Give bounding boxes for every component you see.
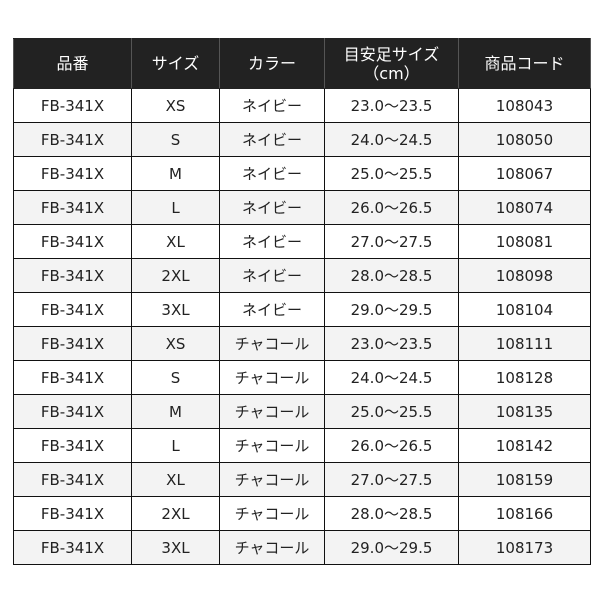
cell-product-code: 108050	[458, 122, 591, 157]
cell-color: ネイビー	[219, 224, 325, 259]
cell-color: チャコール	[219, 530, 325, 565]
cell-foot-size: 28.0〜28.5	[324, 496, 459, 531]
cell-size: M	[131, 156, 220, 191]
cell-foot-size: 24.0〜24.5	[324, 360, 459, 395]
table-row: FB-341X XS チャコール 23.0〜23.5 108111	[13, 326, 591, 361]
header-product-number: 品番	[13, 38, 132, 89]
cell-color: チャコール	[219, 462, 325, 497]
cell-foot-size: 27.0〜27.5	[324, 462, 459, 497]
table-row: FB-341X S チャコール 24.0〜24.5 108128	[13, 360, 591, 395]
header-size: サイズ	[131, 38, 220, 89]
header-foot-size: 目安足サイズ （cm）	[324, 38, 459, 89]
cell-product-code: 108081	[458, 224, 591, 259]
table-row: FB-341X 2XL チャコール 28.0〜28.5 108166	[13, 496, 591, 531]
table-row: FB-341X XS ネイビー 23.0〜23.5 108043	[13, 88, 591, 123]
header-color: カラー	[219, 38, 325, 89]
cell-product-code: 108128	[458, 360, 591, 395]
cell-product-number: FB-341X	[13, 156, 132, 191]
table-row: FB-341X L ネイビー 26.0〜26.5 108074	[13, 190, 591, 225]
cell-color: チャコール	[219, 496, 325, 531]
cell-size: XL	[131, 462, 220, 497]
table-row: FB-341X 3XL ネイビー 29.0〜29.5 108104	[13, 292, 591, 327]
cell-size: L	[131, 190, 220, 225]
cell-product-number: FB-341X	[13, 258, 132, 293]
cell-product-number: FB-341X	[13, 496, 132, 531]
table-row: FB-341X XL ネイビー 27.0〜27.5 108081	[13, 224, 591, 259]
cell-size: S	[131, 122, 220, 157]
header-foot-size-label: 目安足サイズ	[343, 44, 440, 64]
cell-product-number: FB-341X	[13, 292, 132, 327]
cell-foot-size: 26.0〜26.5	[324, 190, 459, 225]
cell-size: S	[131, 360, 220, 395]
cell-product-code: 108074	[458, 190, 591, 225]
cell-product-number: FB-341X	[13, 326, 132, 361]
table-row: FB-341X M チャコール 25.0〜25.5 108135	[13, 394, 591, 429]
cell-size: 3XL	[131, 292, 220, 327]
cell-foot-size: 29.0〜29.5	[324, 530, 459, 565]
cell-product-number: FB-341X	[13, 190, 132, 225]
cell-size: XS	[131, 326, 220, 361]
cell-color: ネイビー	[219, 190, 325, 225]
table-row: FB-341X M ネイビー 25.0〜25.5 108067	[13, 156, 591, 191]
cell-color: チャコール	[219, 326, 325, 361]
cell-product-code: 108104	[458, 292, 591, 327]
cell-foot-size: 23.0〜23.5	[324, 88, 459, 123]
cell-color: チャコール	[219, 428, 325, 463]
cell-size: L	[131, 428, 220, 463]
cell-product-number: FB-341X	[13, 394, 132, 429]
table-row: FB-341X L チャコール 26.0〜26.5 108142	[13, 428, 591, 463]
cell-foot-size: 25.0〜25.5	[324, 156, 459, 191]
cell-size: 2XL	[131, 496, 220, 531]
cell-product-number: FB-341X	[13, 224, 132, 259]
cell-color: チャコール	[219, 394, 325, 429]
cell-foot-size: 29.0〜29.5	[324, 292, 459, 327]
cell-size: XL	[131, 224, 220, 259]
cell-product-number: FB-341X	[13, 122, 132, 157]
cell-product-code: 108166	[458, 496, 591, 531]
cell-foot-size: 24.0〜24.5	[324, 122, 459, 157]
table-row: FB-341X 2XL ネイビー 28.0〜28.5 108098	[13, 258, 591, 293]
table-row: FB-341X S ネイビー 24.0〜24.5 108050	[13, 122, 591, 157]
cell-color: ネイビー	[219, 122, 325, 157]
cell-foot-size: 28.0〜28.5	[324, 258, 459, 293]
cell-size: XS	[131, 88, 220, 123]
cell-product-number: FB-341X	[13, 462, 132, 497]
cell-product-code: 108135	[458, 394, 591, 429]
cell-product-code: 108043	[458, 88, 591, 123]
cell-product-code: 108142	[458, 428, 591, 463]
cell-product-number: FB-341X	[13, 530, 132, 565]
cell-product-code: 108159	[458, 462, 591, 497]
table-row: FB-341X XL チャコール 27.0〜27.5 108159	[13, 462, 591, 497]
cell-product-code: 108067	[458, 156, 591, 191]
header-foot-size-unit: （cm）	[363, 63, 420, 83]
cell-size: 2XL	[131, 258, 220, 293]
cell-product-code: 108098	[458, 258, 591, 293]
cell-color: ネイビー	[219, 88, 325, 123]
cell-foot-size: 23.0〜23.5	[324, 326, 459, 361]
cell-foot-size: 25.0〜25.5	[324, 394, 459, 429]
cell-product-code: 108173	[458, 530, 591, 565]
cell-size: M	[131, 394, 220, 429]
cell-product-number: FB-341X	[13, 88, 132, 123]
cell-product-code: 108111	[458, 326, 591, 361]
cell-color: チャコール	[219, 360, 325, 395]
cell-product-number: FB-341X	[13, 428, 132, 463]
cell-foot-size: 26.0〜26.5	[324, 428, 459, 463]
cell-color: ネイビー	[219, 258, 325, 293]
cell-color: ネイビー	[219, 156, 325, 191]
header-product-code: 商品コード	[458, 38, 591, 89]
cell-color: ネイビー	[219, 292, 325, 327]
cell-foot-size: 27.0〜27.5	[324, 224, 459, 259]
cell-size: 3XL	[131, 530, 220, 565]
cell-product-number: FB-341X	[13, 360, 132, 395]
table-row: FB-341X 3XL チャコール 29.0〜29.5 108173	[13, 530, 591, 565]
header-row: 品番 サイズ カラー 目安足サイズ （cm） 商品コード	[13, 38, 591, 89]
size-table: 品番 サイズ カラー 目安足サイズ （cm） 商品コード FB-341X XS ネイビ…	[13, 38, 591, 565]
